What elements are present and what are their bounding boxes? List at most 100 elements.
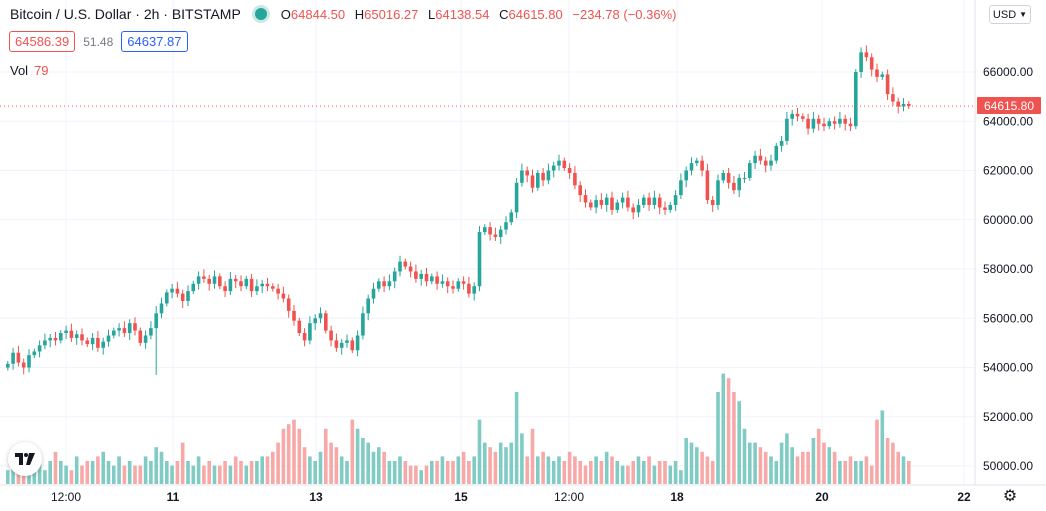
candle-body [652, 197, 657, 205]
volume-bar [59, 461, 63, 484]
price-tick-label: 62000.00 [983, 164, 1033, 178]
volume-bar [546, 456, 551, 484]
volume-bar [726, 378, 731, 484]
candle-body [758, 155, 763, 161]
volume-bar [339, 456, 344, 484]
volume-bar [122, 465, 127, 484]
candle-body [854, 72, 858, 127]
candle-body [43, 340, 47, 346]
volume-bar [80, 465, 84, 484]
volume-bar [832, 451, 837, 484]
volume-bar [668, 465, 673, 484]
candle-body [907, 104, 911, 107]
price-axis[interactable]: 50000.00 52000.00 54000.00 56000.00 58000.00… [983, 65, 1033, 473]
candle-body [785, 118, 789, 141]
time-tick-label: 20 [815, 490, 829, 504]
volume-bar [615, 461, 620, 484]
volume-bar [488, 447, 492, 484]
time-tick-label: 22 [957, 490, 971, 504]
candle-body [117, 328, 121, 331]
volume-bar [53, 451, 58, 484]
volume-bar [392, 461, 397, 484]
candle-body [472, 286, 476, 294]
candle-body [324, 313, 328, 331]
volume-bar [594, 456, 598, 484]
price-tick-label: 50000.00 [983, 459, 1033, 473]
symbol-header[interactable]: Bitcoin / U.S. Dollar · 2h · BITSTAMP O6… [10, 6, 682, 22]
candle-body [769, 160, 773, 166]
candle-body [589, 202, 593, 208]
candle-body [748, 163, 752, 178]
volume-bar [636, 456, 641, 484]
volume-bar [334, 447, 339, 484]
volume-bar [292, 419, 296, 484]
volume-legend[interactable]: Vol 79 [10, 63, 49, 78]
candle-body [85, 340, 90, 345]
buy-price-button[interactable]: 64637.87 [121, 31, 188, 52]
volume-bar [806, 451, 810, 484]
last-price-label: 64615.80 [977, 97, 1041, 114]
volume-bar [477, 419, 482, 484]
volume-bar [827, 447, 832, 484]
candle-body [159, 303, 164, 314]
volume-bar [811, 438, 816, 484]
volume-bar [445, 461, 450, 484]
candle-body [885, 74, 890, 95]
price-tick-label: 58000.00 [983, 262, 1033, 276]
volume-bar [244, 465, 249, 484]
time-tick-label: 12:00 [554, 490, 584, 504]
volume-bar [408, 465, 413, 484]
volume-bar [398, 456, 402, 484]
candle-body [292, 310, 296, 321]
spread-value: 51.48 [83, 34, 114, 49]
candle-body [143, 335, 148, 343]
volume-bar [202, 465, 206, 484]
volume-bar [324, 428, 328, 484]
volume-bar [721, 373, 726, 484]
volume-bar [864, 456, 869, 484]
candle-body [779, 140, 784, 146]
time-axis[interactable]: 12:00 11 13 15 12:00 18 20 22 [51, 490, 971, 504]
price-tick-label: 56000.00 [983, 311, 1033, 325]
sell-price-button[interactable]: 64586.39 [9, 31, 76, 52]
volume-bar [440, 456, 445, 484]
tradingview-logo-icon[interactable] [8, 442, 42, 476]
candle-body [737, 177, 741, 191]
volume-bar [117, 456, 121, 484]
candle-body [663, 207, 667, 210]
candle-body [859, 52, 863, 72]
volume-bar [838, 461, 842, 484]
candle-body [679, 180, 683, 196]
currency-button[interactable]: USD ▼ [989, 5, 1031, 24]
volume-bar [769, 456, 773, 484]
gear-icon[interactable]: ⚙ [1002, 488, 1018, 505]
volume-bar [742, 428, 747, 484]
volume-bar [657, 461, 662, 484]
candle-body [249, 278, 254, 292]
time-tick-label: 15 [454, 490, 468, 504]
candle-body [530, 175, 535, 188]
candle-body [822, 123, 826, 127]
volume-bar [578, 461, 582, 484]
volume-bar [414, 465, 418, 484]
volume-bar [329, 442, 333, 484]
candle-body [165, 292, 169, 304]
volume-bar [748, 442, 752, 484]
open-value: 64844.50 [290, 6, 346, 22]
symbol-title[interactable]: Bitcoin / U.S. Dollar · 2h · BITSTAMP [10, 6, 241, 22]
volume-bar [536, 456, 540, 484]
candle-body [716, 180, 720, 205]
candle-body [302, 333, 307, 341]
volume-bar [816, 428, 821, 484]
candle-body [636, 204, 641, 213]
candle-body [689, 163, 694, 171]
volume-bar [907, 461, 911, 484]
candle-body [657, 197, 662, 208]
candle-body [149, 328, 153, 336]
grid-lines [0, 0, 975, 485]
candle-body [477, 232, 482, 287]
candle-body [551, 165, 556, 171]
candle-body [228, 278, 233, 292]
candle-body [11, 352, 15, 364]
